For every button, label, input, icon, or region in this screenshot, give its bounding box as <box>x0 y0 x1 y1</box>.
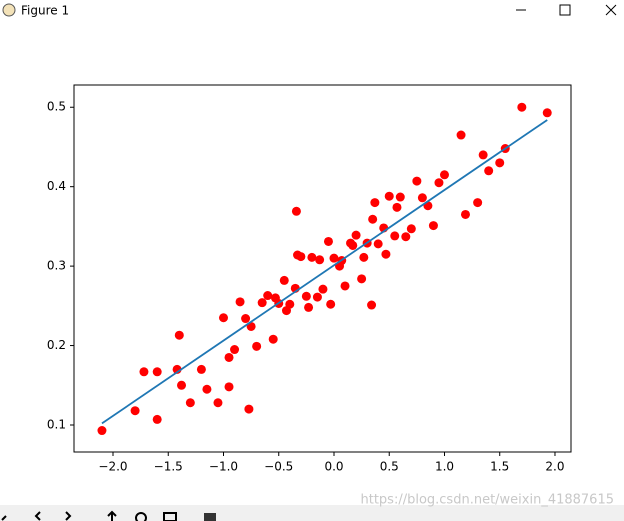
scatter-point <box>390 231 400 241</box>
zoom-button[interactable] <box>135 512 147 521</box>
scatter-point <box>257 298 267 308</box>
x-tick-label: −1.0 <box>209 460 238 474</box>
scatter-point <box>473 198 483 208</box>
scatter-point <box>323 236 333 246</box>
scatter-point <box>213 398 223 408</box>
scatter-point <box>439 170 449 180</box>
close-button[interactable] <box>605 4 617 16</box>
scatter-point <box>359 252 369 262</box>
x-tick-label: −0.5 <box>264 460 293 474</box>
scatter-point <box>460 209 470 219</box>
scatter-point <box>293 250 303 260</box>
window-title: Figure 1 <box>21 4 69 18</box>
scatter-point <box>456 130 466 140</box>
scatter-point <box>177 380 187 390</box>
x-tick-label: 1.5 <box>490 460 509 474</box>
scatter-point <box>417 193 427 203</box>
scatter-point <box>152 367 162 377</box>
scatter-point <box>130 406 140 416</box>
scatter-point <box>412 176 422 186</box>
scatter-point <box>381 249 391 259</box>
x-tick-label: 0.5 <box>380 460 399 474</box>
scatter-point <box>384 191 394 201</box>
scatter-point <box>542 108 552 118</box>
scatter-point <box>357 274 367 284</box>
y-tick-label: 0.4 <box>47 179 66 193</box>
scatter-point <box>270 293 280 303</box>
y-tick-label: 0.2 <box>47 338 66 352</box>
scatter-point <box>307 252 317 262</box>
x-tick-label: 1.0 <box>435 460 454 474</box>
scatter-point <box>351 230 361 240</box>
scatter-point <box>370 198 380 208</box>
scatter-point <box>244 404 254 414</box>
scatter-point <box>139 367 149 377</box>
config-button[interactable] <box>163 512 177 521</box>
scatter-point <box>478 150 488 160</box>
scatter-point <box>304 302 314 312</box>
scatter-point <box>185 398 195 408</box>
scatter-point <box>224 352 234 362</box>
x-tick-label: −2.0 <box>98 460 127 474</box>
scatter-point <box>152 414 162 424</box>
scatter-point <box>235 297 245 307</box>
scatter-point <box>301 291 311 301</box>
plot-frame <box>73 84 572 453</box>
scatter-point <box>268 334 278 344</box>
scatter-point <box>279 275 289 285</box>
scatter-point <box>241 314 251 324</box>
scatter-point <box>174 330 184 340</box>
scatter-point <box>348 240 358 250</box>
scatter-point <box>392 202 402 212</box>
scatter-point <box>312 292 322 302</box>
scatter-point <box>224 382 234 392</box>
scatter-point <box>326 299 336 309</box>
save-button[interactable] <box>204 513 216 521</box>
scatter-point <box>517 102 527 112</box>
scatter-point <box>315 255 325 265</box>
toolbar <box>0 505 624 521</box>
scatter-point <box>406 224 416 234</box>
scatter-point <box>230 345 240 355</box>
scatter-point <box>340 281 350 291</box>
x-tick-label: −1.5 <box>154 460 183 474</box>
scatter-point <box>263 291 273 301</box>
toolbar-icons[interactable] <box>1 510 117 521</box>
scatter-point <box>395 192 405 202</box>
y-tick-label: 0.3 <box>47 259 66 273</box>
scatter-point <box>367 300 377 310</box>
scatter-point <box>329 253 339 263</box>
scatter-point <box>318 284 328 294</box>
scatter-point <box>291 206 301 216</box>
scatter-point <box>202 384 212 394</box>
scatter-point <box>97 426 107 436</box>
scatter-point <box>373 239 383 249</box>
x-tick-label: 2.0 <box>545 460 564 474</box>
maximize-button[interactable] <box>559 4 571 16</box>
x-tick-label: 0.0 <box>324 460 343 474</box>
scatter-point <box>428 221 438 231</box>
scatter-point <box>218 313 228 323</box>
fit-line <box>101 119 548 425</box>
scatter-point <box>252 341 262 351</box>
app-icon <box>2 3 16 17</box>
scatter-point <box>401 232 411 242</box>
scatter-point <box>495 158 505 168</box>
scatter-point <box>281 306 291 316</box>
scatter-point <box>368 214 378 224</box>
y-tick-label: 0.1 <box>47 417 66 431</box>
watermark: https://blog.csdn.net/weixin_41887615 <box>360 493 614 508</box>
scatter-point <box>434 178 444 188</box>
y-tick-label: 0.5 <box>47 100 66 114</box>
scatter-point <box>196 364 206 374</box>
scatter-point <box>484 166 494 176</box>
